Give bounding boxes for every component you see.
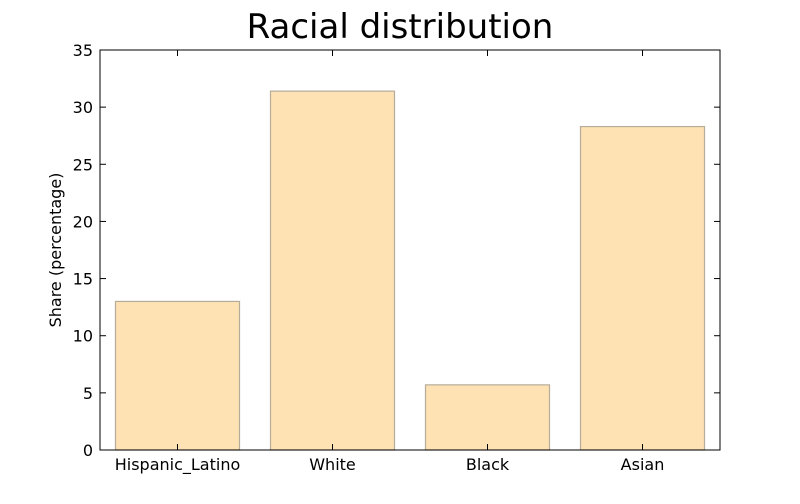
x-tick-label: Asian [621,455,665,474]
bar-hispanic-latino [114,300,241,451]
y-tick-label: 30 [73,98,93,117]
y-tick-label: 20 [73,212,93,231]
x-tick-label: Black [466,455,510,474]
y-tick-label: 5 [83,384,93,403]
y-tick-label: 35 [73,41,93,60]
bar-black [424,384,551,451]
ticks-layer: Hispanic_Latino White Black Asian 0 5 10 15 20 25… [73,41,720,475]
bar-asian [579,125,706,451]
x-tick-label: White [309,455,356,474]
y-tick-label: 0 [83,441,93,460]
y-tick-label: 25 [73,155,93,174]
bars-layer [114,90,706,451]
bar-white [269,90,396,451]
y-tick-label: 10 [73,327,93,346]
x-tick-label: Hispanic_Latino [115,455,241,475]
chart-title: Racial distribution [247,7,554,47]
plot-frame [99,49,721,451]
y-tick-label: 15 [73,270,93,289]
y-axis-label: Share (percentage) [46,173,65,328]
